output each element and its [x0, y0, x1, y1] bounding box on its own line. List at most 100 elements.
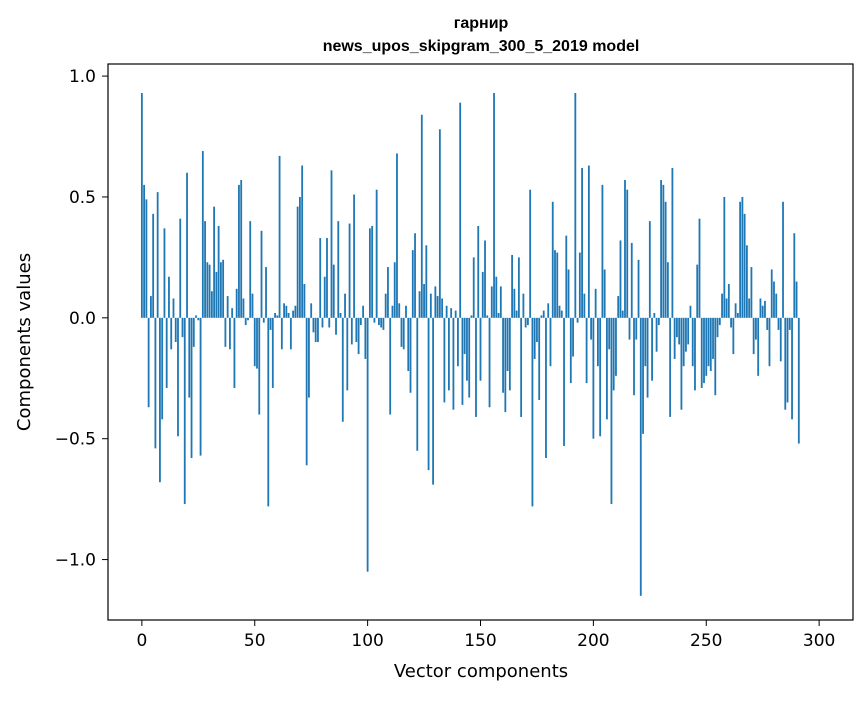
bar-99	[364, 317, 367, 359]
bar-171	[527, 317, 529, 326]
bar-9	[161, 317, 164, 420]
bar-153	[486, 315, 489, 318]
bar-270	[750, 267, 753, 318]
bar-233	[666, 262, 669, 318]
bar-16	[177, 317, 179, 437]
bar-187	[563, 317, 565, 446]
bar-281	[775, 293, 778, 318]
bar-22	[190, 317, 193, 459]
bar-242	[687, 317, 690, 345]
plot-frame	[107, 63, 854, 621]
bar-224	[646, 317, 649, 398]
bar-149	[477, 225, 480, 318]
bar-104	[375, 189, 378, 318]
bar-7	[156, 192, 159, 318]
bar-173	[531, 317, 534, 507]
bar-282	[777, 317, 780, 330]
bar-209	[612, 317, 615, 391]
bar-36	[222, 259, 225, 318]
bar-168	[520, 317, 523, 417]
bar-14	[172, 298, 175, 318]
bar-108	[384, 293, 387, 318]
bar-79	[319, 238, 322, 318]
bar-114	[398, 303, 401, 318]
x-tick-label: 250	[690, 631, 722, 651]
bar-190	[569, 317, 572, 384]
bar-136	[447, 317, 450, 391]
bar-196	[583, 293, 586, 318]
bar-46	[244, 317, 247, 326]
bar-68	[294, 305, 297, 318]
bar-42	[235, 288, 238, 318]
bar-163	[508, 317, 511, 391]
bar-208	[610, 317, 613, 504]
bar-34	[217, 225, 220, 318]
bar-84	[330, 170, 333, 318]
bar-223	[644, 317, 647, 367]
bar-4	[149, 296, 152, 318]
bar-127	[427, 317, 430, 471]
bar-236	[673, 317, 676, 359]
bar-30	[208, 264, 211, 318]
bar-262	[732, 317, 735, 355]
bar-235	[671, 167, 674, 318]
bar-261	[730, 317, 732, 328]
bar-40	[231, 308, 234, 318]
bar-75	[310, 303, 313, 318]
bar-51	[256, 317, 258, 369]
bar-260	[727, 283, 730, 318]
bar-143	[463, 317, 466, 355]
bar-133	[441, 298, 444, 318]
bar-56	[267, 317, 270, 507]
bar-155	[490, 286, 493, 318]
bar-145	[468, 317, 471, 398]
bar-255	[716, 317, 719, 338]
bar-18	[181, 317, 184, 338]
bar-2	[145, 199, 148, 318]
x-tick-label: 300	[803, 631, 835, 651]
bar-275	[761, 305, 764, 318]
bar-122	[416, 317, 419, 451]
bar-49	[251, 293, 254, 318]
bar-272	[755, 317, 757, 340]
y-tick-label: 0.5	[69, 188, 96, 208]
bar-166	[515, 310, 518, 318]
bar-277	[766, 317, 769, 330]
bar-215	[626, 189, 629, 318]
bar-148	[475, 317, 477, 417]
bar-13	[170, 317, 173, 350]
bar-66	[289, 317, 292, 350]
bar-254	[714, 317, 717, 396]
bar-135	[445, 305, 448, 318]
bar-95	[355, 317, 358, 342]
bar-80	[321, 317, 324, 328]
bar-50	[253, 317, 256, 367]
bar-212	[619, 240, 622, 318]
bar-160	[502, 317, 504, 393]
bar-269	[748, 298, 751, 318]
bar-6	[154, 317, 157, 449]
bar-192	[574, 93, 577, 318]
bar-62	[280, 317, 283, 350]
bar-98	[362, 305, 365, 318]
bar-172	[529, 189, 532, 318]
bar-78	[317, 317, 319, 342]
bar-109	[387, 267, 389, 318]
bar-194	[578, 252, 581, 318]
bar-237	[676, 317, 678, 338]
bar-15	[174, 317, 177, 342]
bar-246	[696, 264, 699, 318]
bar-250	[705, 317, 708, 376]
bar-47	[247, 317, 249, 321]
bar-107	[382, 317, 385, 330]
bar-43	[238, 184, 240, 318]
bar-231	[662, 184, 665, 318]
bar-137	[450, 308, 453, 318]
bar-158	[497, 312, 500, 318]
bar-54	[262, 317, 265, 323]
bar-146	[470, 315, 473, 318]
bar-25	[197, 317, 200, 321]
bar-150	[479, 317, 482, 381]
bar-178	[542, 310, 545, 318]
